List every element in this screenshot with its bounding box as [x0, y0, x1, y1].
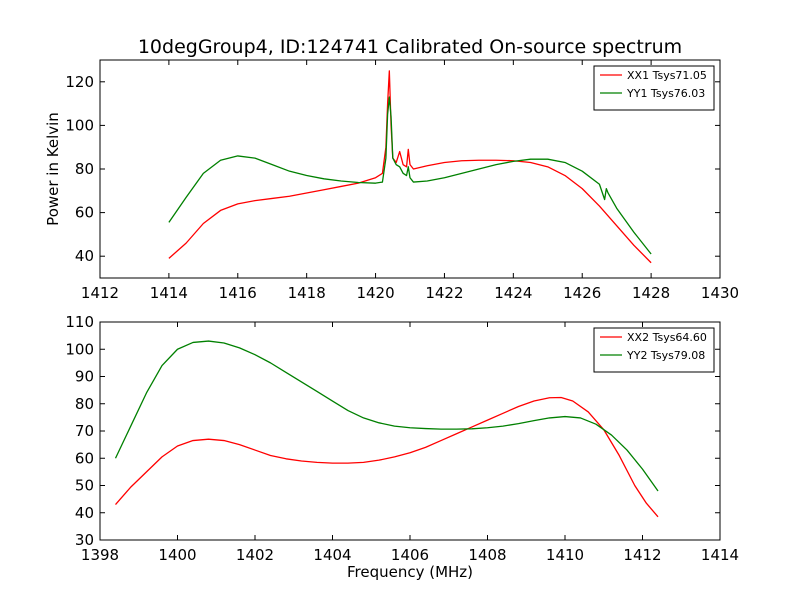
x-tick-label: 1402	[236, 546, 274, 564]
x-tick-label: 1422	[425, 284, 463, 302]
subplot-bottom: 1398 1400 1402 1404 1406 1408 1410 1412 1414 30 40…	[65, 313, 739, 581]
legend-label: YY2 Tsys79.08	[626, 349, 705, 362]
x-axis-label: Frequency (MHz)	[347, 563, 473, 581]
legend-box	[593, 65, 715, 111]
legend: XX1 Tsys71.05 YY1 Tsys76.03	[593, 65, 715, 111]
y-tick-label: 60	[75, 449, 94, 467]
legend-box	[593, 327, 715, 373]
x-tick-label: 1414	[150, 284, 188, 302]
subplot-top: 1412 1414 1416 1418 1420 1422 1424 1426 1428 1430…	[44, 59, 739, 302]
legend-label: XX1 Tsys71.05	[627, 69, 707, 82]
x-tick-label: 1400	[158, 546, 196, 564]
y-tick-label: 60	[75, 204, 94, 222]
x-tick-label: 1426	[563, 284, 601, 302]
y-tick-label: 30	[75, 531, 94, 549]
y-tick-label: 40	[75, 247, 94, 265]
figure-title: 10degGroup4, ID:124741 Calibrated On-sou…	[138, 36, 682, 58]
y-tick-label: 80	[75, 395, 94, 413]
x-tick-label: 1428	[632, 284, 670, 302]
x-tick-label: 1406	[391, 546, 429, 564]
legend-label: YY1 Tsys76.03	[626, 87, 705, 100]
legend: XX2 Tsys64.60 YY2 Tsys79.08	[593, 327, 715, 373]
series-line-xx	[168, 70, 652, 264]
x-tick-label: 1412	[623, 546, 661, 564]
x-tick-label: 1416	[219, 284, 257, 302]
y-tick-label: 80	[75, 160, 94, 178]
series-line-yy	[114, 340, 659, 492]
x-tick-label: 1420	[356, 284, 394, 302]
x-tick-label: 1412	[81, 284, 119, 302]
x-tick-label: 1430	[701, 284, 739, 302]
x-tick-label: 1408	[468, 546, 506, 564]
y-tick-label: 40	[75, 504, 94, 522]
series-line-yy	[168, 96, 652, 255]
series-line-xx	[115, 396, 659, 518]
x-tick-label: 1424	[494, 284, 532, 302]
x-tick-label: 1418	[288, 284, 326, 302]
x-tick-label: 1414	[701, 546, 739, 564]
y-tick-label: 50	[75, 477, 94, 495]
y-tick-label: 70	[75, 422, 94, 440]
x-tick-label: 1410	[546, 546, 584, 564]
x-tick-label: 1398	[81, 546, 119, 564]
y-tick-label: 120	[65, 73, 94, 91]
y-tick-label: 100	[65, 116, 94, 134]
x-tick-label: 1404	[313, 546, 351, 564]
y-tick-label: 90	[75, 368, 94, 386]
y-tick-label: 110	[65, 313, 94, 331]
y-tick-label: 100	[65, 340, 94, 358]
legend-label: XX2 Tsys64.60	[627, 331, 707, 344]
y-axis-label: Power in Kelvin	[44, 112, 62, 226]
